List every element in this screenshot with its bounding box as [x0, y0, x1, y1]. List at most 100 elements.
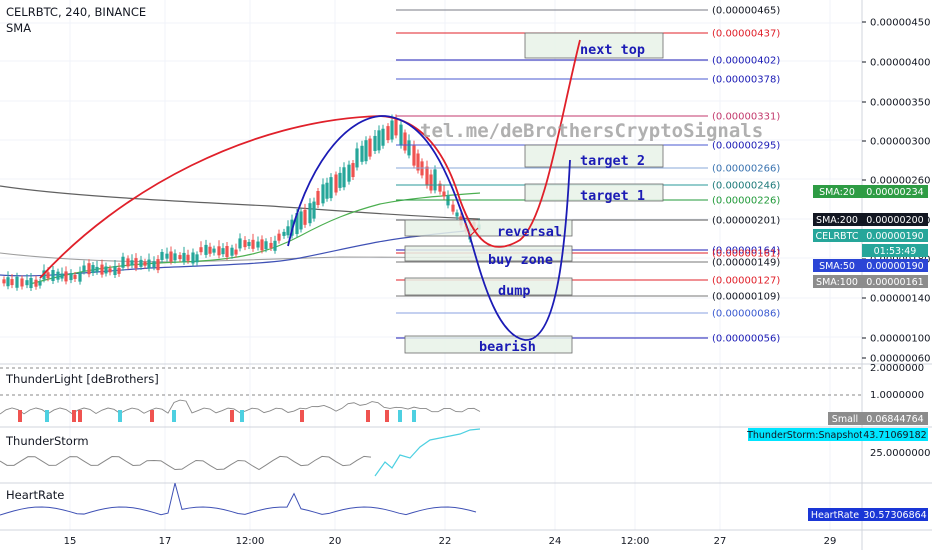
level-label: (0.00000295): [712, 141, 780, 152]
price-tick-label: 0.00000140: [870, 294, 930, 305]
candle-body: [126, 258, 130, 267]
pane-title-heartrate[interactable]: HeartRate: [6, 488, 65, 502]
candle-body: [51, 269, 55, 281]
thunderlight-bar: [172, 410, 176, 422]
candle-body: [134, 258, 138, 269]
candle-body: [438, 183, 442, 192]
thunderlight-tick: 2.0000000: [870, 363, 924, 374]
candle-body: [429, 174, 433, 191]
thunderlight-tag-value: 0.06844764: [866, 414, 923, 425]
price-tick-label: 0.00000260: [870, 176, 930, 187]
heartrate-tag-value-box: [862, 508, 928, 521]
zone-box: [404, 245, 573, 262]
zone-box: [524, 32, 664, 59]
thunderlight-bar: [78, 410, 82, 422]
candle-body: [91, 265, 95, 274]
candle-body: [15, 276, 19, 288]
zone-box: [524, 183, 664, 202]
tag-value: 01:53:49: [874, 246, 917, 257]
heartrate-tag-label-box: [808, 508, 862, 521]
candle-body: [10, 279, 14, 286]
candle-body: [325, 182, 329, 199]
tag-label: SMA:200: [816, 215, 858, 226]
zone-label-reversal: reversal: [497, 224, 562, 240]
pane-title-thunderlight[interactable]: ThunderLight [deBrothers]: [6, 372, 159, 386]
candle-body: [347, 164, 351, 182]
watermark: tel.me/deBrothersCryptoSignals: [420, 120, 763, 142]
candle-body: [416, 153, 420, 171]
tag-label: SMA:50: [819, 261, 855, 272]
level-label: (0.00000226): [712, 196, 780, 207]
candle-body: [117, 267, 121, 274]
candle-body: [208, 246, 212, 254]
zone-box: [524, 144, 664, 168]
candle-body: [351, 163, 355, 178]
watermark-text: tel.me/deBrothersCryptoSignals: [420, 120, 763, 142]
thunderlight-bar: [385, 410, 389, 422]
candle-body: [29, 278, 33, 289]
candle-body: [286, 226, 290, 236]
candle-body: [147, 259, 151, 269]
symbol-title[interactable]: CELRBTC, 240, BINANCE: [6, 5, 147, 19]
candle-body: [251, 239, 255, 249]
thunderlight-tag-value-box: [862, 412, 928, 425]
candle-body: [386, 126, 390, 141]
candle-body: [152, 261, 156, 268]
time-tick-label: 20: [329, 536, 342, 547]
thunderlight-bar: [72, 410, 76, 422]
sma200-line: [0, 185, 481, 220]
thunderlight-bar: [240, 410, 244, 422]
candle-body: [46, 272, 50, 279]
level-label: (0.00000109): [712, 292, 780, 303]
candle-body: [407, 140, 411, 156]
thunderlight-bar: [230, 410, 234, 422]
candle-body: [451, 204, 455, 212]
candle-body: [20, 278, 24, 287]
candle-body: [195, 254, 199, 263]
candle-body: [64, 271, 68, 282]
time-axis[interactable]: 15 17 12:00 20 22 24 12:00 27 29: [64, 536, 837, 547]
reversal-mark: [464, 222, 479, 238]
candle-body: [360, 145, 364, 162]
candle-body: [321, 184, 325, 204]
tag-value: 0.00000161: [866, 277, 923, 288]
level-label: (0.00000437): [712, 29, 780, 40]
indicator-label[interactable]: SMA: [6, 21, 32, 35]
tag-value-box: [862, 275, 928, 288]
tag-value: 0.00000190: [866, 261, 923, 272]
candle-body: [182, 252, 186, 262]
zone-box: [404, 219, 573, 237]
pane-title-thunderstorm[interactable]: ThunderStorm: [6, 434, 89, 448]
zone-label-dump: dump: [498, 283, 531, 299]
thunderstorm-tag-label-box: [748, 428, 862, 441]
projection-curves: [39, 39, 581, 341]
candle-body: [342, 167, 346, 188]
zone-label-target-2: target 2: [580, 153, 645, 169]
candle-body: [78, 272, 82, 282]
tag-label: SMA:20: [819, 187, 855, 198]
time-tick-label: 24: [549, 536, 562, 547]
price-tick-label: 0.00000300: [870, 137, 930, 148]
thunderlight-tag-label-box: [828, 412, 862, 425]
candle-body: [108, 268, 112, 273]
candle-body: [2, 279, 6, 284]
level-label: (0.00000246): [712, 181, 780, 192]
candle-body: [264, 241, 268, 250]
thunderlight-tag-label: Small: [832, 414, 858, 425]
candle-body: [82, 265, 86, 272]
candle-body: [256, 241, 260, 248]
tag-value-box: [862, 185, 928, 198]
time-tick-label: 17: [159, 536, 172, 547]
thunderlight-bar: [45, 410, 49, 422]
level-label: (0.00000149): [712, 258, 780, 269]
candle-body: [269, 242, 273, 248]
price-tick-label: 0.00000350: [870, 98, 930, 109]
level-label: (0.00000201): [712, 216, 780, 227]
candle-body: [156, 259, 160, 271]
thunderlight-bar: [150, 410, 154, 422]
thunderstorm-tag-label: ThunderStorm:Snapshot: [746, 430, 863, 441]
candle-body: [204, 244, 208, 255]
candle-body: [87, 263, 91, 275]
candle-body: [69, 273, 73, 281]
